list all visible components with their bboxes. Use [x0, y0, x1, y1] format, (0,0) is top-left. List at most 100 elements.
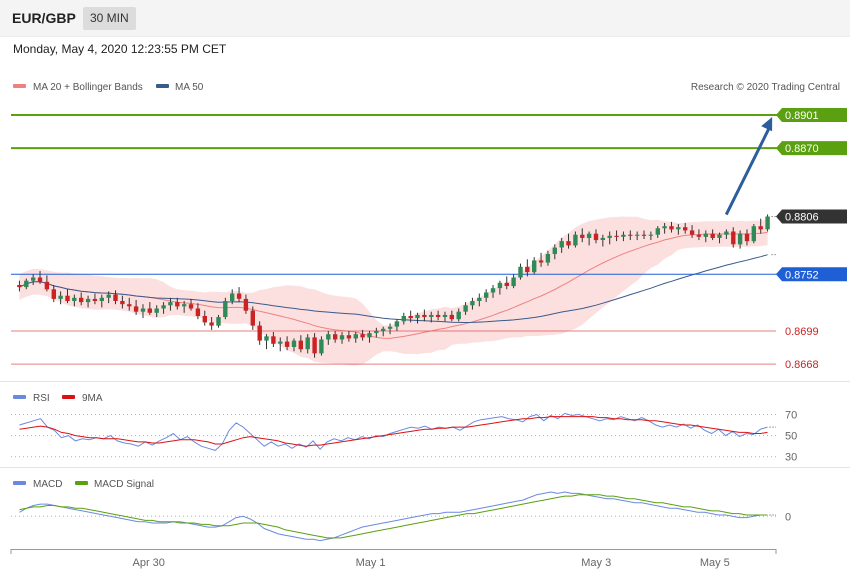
rsi-tick-label: 70 [785, 409, 797, 421]
target-price-tag [776, 141, 847, 156]
ma20-legend-label: MA 20 + Bollinger Bands [33, 82, 143, 93]
candle-body [641, 234, 647, 236]
candle-body [264, 336, 269, 341]
candle-body [195, 308, 201, 316]
candle-body [346, 335, 352, 339]
candle-body [607, 235, 612, 238]
candle-body [24, 280, 29, 288]
x-tick-label: May 5 [700, 557, 730, 569]
candle-body [216, 317, 221, 326]
candle-body [271, 336, 276, 344]
candle-body [209, 322, 214, 326]
candle-body [689, 230, 695, 235]
candle-body [381, 328, 386, 331]
rsi-legend: RSI 9MA [13, 393, 103, 404]
candle-body [339, 335, 345, 340]
candle-body [120, 301, 125, 305]
candle-body [511, 277, 516, 287]
target-price-label: 0.8901 [785, 110, 819, 122]
candle-body [648, 234, 654, 236]
candle-body [291, 340, 297, 347]
candle-body [394, 321, 400, 327]
candle-body [717, 234, 722, 238]
rsi-ma-line [19, 416, 768, 447]
ma50-legend-label: MA 50 [175, 82, 204, 93]
support-price-label: 0.8699 [785, 326, 819, 338]
rsi-line [19, 412, 768, 451]
timeframe-button[interactable]: 30 MIN [83, 7, 136, 30]
price-panel: 0.8901 0.8870 0.8806 0.8752 0.8699 0.8668 [11, 107, 847, 371]
macd-legend: MACD MACD Signal [13, 479, 154, 490]
candle-body [31, 277, 36, 281]
candle-body [223, 301, 228, 317]
candle-body [600, 237, 605, 240]
macd-legend-swatch [13, 481, 26, 485]
candle-body [683, 227, 688, 231]
candle-body [401, 316, 406, 322]
symbol-title: EUR/GBP [12, 10, 76, 26]
candle-body [566, 241, 571, 246]
candle-body [17, 285, 22, 288]
candle-body [662, 226, 667, 229]
candle-body [161, 305, 166, 309]
candle-body [593, 233, 599, 241]
candle-body [559, 241, 564, 248]
candle-body [305, 337, 310, 350]
candle-body [387, 326, 393, 329]
candle-body [333, 334, 338, 340]
pivot-price-label: 0.8752 [785, 269, 819, 281]
candle-body [44, 281, 50, 290]
candle-body [147, 308, 152, 313]
support-price-label: 0.8668 [785, 359, 819, 371]
candle-body [552, 247, 557, 254]
candle-body [79, 297, 84, 303]
candle-body [374, 331, 379, 334]
rsi-panel: 70 50 30 [11, 409, 797, 464]
price-legend: MA 20 + Bollinger Bands MA 50 [13, 82, 204, 93]
rsi-ma-legend-swatch [62, 395, 75, 399]
candle-body [72, 297, 77, 301]
candle-body [65, 295, 70, 301]
candle-body [676, 227, 681, 230]
candle-body [470, 301, 475, 306]
copyright-label: Research © 2020 Trading Central [691, 82, 840, 93]
candle-body [367, 333, 372, 338]
macd-panel: 0 [11, 491, 791, 542]
pivot-price-tag [776, 267, 847, 282]
current-price-tag [776, 209, 847, 224]
rsi-legend-swatch [13, 395, 26, 399]
candle-body [580, 234, 585, 238]
candle-body [477, 297, 482, 301]
candle-body [106, 294, 111, 298]
candle-body [463, 305, 468, 312]
rsi-tick-label: 50 [785, 431, 797, 443]
candle-body [655, 228, 660, 235]
candle-body [545, 254, 551, 263]
candle-body [154, 308, 159, 313]
target-price-tag [776, 107, 847, 122]
target-price-label: 0.8870 [785, 143, 819, 155]
macd-signal-legend-label: MACD Signal [94, 479, 154, 490]
candle-body [243, 298, 249, 311]
candle-body [490, 288, 496, 293]
chart-header: EUR/GBP 30 MIN [0, 0, 850, 37]
candle-body [326, 334, 331, 340]
candle-body [113, 294, 118, 301]
candle-body [504, 282, 509, 286]
candle-body [133, 306, 139, 312]
candle-body [85, 298, 91, 303]
candle-body [429, 314, 434, 317]
candle-body [99, 297, 104, 301]
candle-body [175, 302, 180, 307]
candle-body [284, 341, 290, 347]
candle-body [360, 334, 365, 338]
candle-body [230, 293, 235, 301]
candle-body [37, 277, 43, 282]
candle-body [744, 233, 750, 242]
candle-body [312, 337, 317, 354]
candle-body [168, 302, 173, 306]
candle-body [621, 234, 626, 237]
x-axis: Apr 30 May 1 May 3 May 5 [10, 549, 777, 569]
candle-body [422, 314, 427, 317]
